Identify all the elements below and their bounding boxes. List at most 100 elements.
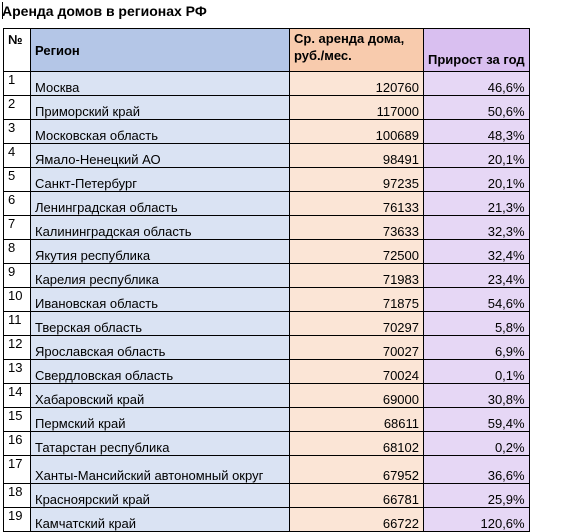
region-cell[interactable]: Камчатский край [30,507,290,532]
rent-cell[interactable]: 66781 [289,483,424,508]
table-row: 8 Якутия республика 72500 32,4% [3,239,530,264]
rent-cell[interactable]: 68611 [289,407,424,432]
growth-cell[interactable]: 36,6% [423,455,530,484]
region-cell[interactable]: Ленинградская область [30,191,290,216]
growth-cell[interactable]: 0,1% [423,359,530,384]
growth-cell[interactable]: 120,6% [423,507,530,532]
header-region[interactable]: Регион [30,28,290,72]
growth-cell[interactable]: 32,3% [423,215,530,240]
region-cell[interactable]: Ханты-Мансийский автономный округ [30,455,290,484]
growth-cell[interactable]: 6,9% [423,335,530,360]
header-row: № Регион Ср. аренда дома, руб./мес. Прир… [3,28,530,72]
region-cell[interactable]: Карелия республика [30,263,290,288]
row-num-cell[interactable]: 4 [3,143,31,168]
rent-cell[interactable]: 117000 [289,95,424,120]
growth-cell[interactable]: 20,1% [423,167,530,192]
rent-cell[interactable]: 100689 [289,119,424,144]
growth-cell[interactable]: 25,9% [423,483,530,508]
rent-cell[interactable]: 67952 [289,455,424,484]
region-cell[interactable]: Ямало-Ненецкий АО [30,143,290,168]
rent-cell[interactable]: 97235 [289,167,424,192]
rent-cell[interactable]: 70024 [289,359,424,384]
header-num[interactable]: № [3,28,31,72]
table-row: 10 Ивановская область 71875 54,6% [3,287,530,312]
rent-cell[interactable]: 71875 [289,287,424,312]
row-num-cell[interactable]: 12 [3,335,31,360]
growth-cell[interactable]: 20,1% [423,143,530,168]
region-cell[interactable]: Пермский край [30,407,290,432]
table-row: 2 Приморский край 117000 50,6% [3,95,530,120]
growth-cell[interactable]: 23,4% [423,263,530,288]
row-num-cell[interactable]: 6 [3,191,31,216]
region-cell[interactable]: Татарстан республика [30,431,290,456]
region-cell[interactable]: Свердловская область [30,359,290,384]
table-row: 4 Ямало-Ненецкий АО 98491 20,1% [3,143,530,168]
table-row: 13 Свердловская область 70024 0,1% [3,359,530,384]
growth-cell[interactable]: 21,3% [423,191,530,216]
rent-cell[interactable]: 66722 [289,507,424,532]
row-num-cell[interactable]: 15 [3,407,31,432]
region-cell[interactable]: Приморский край [30,95,290,120]
region-cell[interactable]: Санкт-Петербург [30,167,290,192]
rent-cell[interactable]: 68102 [289,431,424,456]
row-num-cell[interactable]: 17 [3,455,31,484]
region-cell[interactable]: Тверская область [30,311,290,336]
region-cell[interactable]: Ивановская область [30,287,290,312]
table-row: 19 Камчатский край 66722 120,6% [3,507,530,532]
row-num-cell[interactable]: 1 [3,71,31,96]
header-growth[interactable]: Прирост за год [423,28,530,72]
region-cell[interactable]: Московская область [30,119,290,144]
region-cell[interactable]: Хабаровский край [30,383,290,408]
growth-cell[interactable]: 30,8% [423,383,530,408]
row-num-cell[interactable]: 16 [3,431,31,456]
rent-cell[interactable]: 71983 [289,263,424,288]
table-row: 11 Тверская область 70297 5,8% [3,311,530,336]
region-cell[interactable]: Москва [30,71,290,96]
table-row: 16 Татарстан республика 68102 0,2% [3,431,530,456]
row-num-cell[interactable]: 2 [3,95,31,120]
table-row: 6 Ленинградская область 76133 21,3% [3,191,530,216]
row-num-cell[interactable]: 19 [3,507,31,532]
row-num-cell[interactable]: 7 [3,215,31,240]
growth-cell[interactable]: 0,2% [423,431,530,456]
table-row: 17 Ханты-Мансийский автономный округ 67952… [3,455,530,484]
header-rent[interactable]: Ср. аренда дома, руб./мес. [289,28,424,72]
rent-cell[interactable]: 70297 [289,311,424,336]
row-num-cell[interactable]: 18 [3,483,31,508]
table-row: 3 Московская область 100689 48,3% [3,119,530,144]
growth-cell[interactable]: 46,6% [423,71,530,96]
table-row: 7 Калининградская область 73633 32,3% [3,215,530,240]
rent-cell[interactable]: 70027 [289,335,424,360]
table-row: 15 Пермский край 68611 59,4% [3,407,530,432]
table-body: № Регион Ср. аренда дома, руб./мес. Прир… [3,28,530,532]
region-cell[interactable]: Калининградская область [30,215,290,240]
row-num-cell[interactable]: 3 [3,119,31,144]
region-cell[interactable]: Ярославская область [30,335,290,360]
growth-cell[interactable]: 32,4% [423,239,530,264]
table-row: 12 Ярославская область 70027 6,9% [3,335,530,360]
rent-cell[interactable]: 73633 [289,215,424,240]
region-cell[interactable]: Якутия республика [30,239,290,264]
rent-cell[interactable]: 120760 [289,71,424,96]
growth-cell[interactable]: 5,8% [423,311,530,336]
sheet-title: Аренда домов в регионах РФ [2,3,207,19]
rent-cell[interactable]: 72500 [289,239,424,264]
rent-cell[interactable]: 69000 [289,383,424,408]
row-num-cell[interactable]: 11 [3,311,31,336]
row-num-cell[interactable]: 9 [3,263,31,288]
text-cursor [2,2,3,19]
growth-cell[interactable]: 50,6% [423,95,530,120]
row-num-cell[interactable]: 13 [3,359,31,384]
table-row: 18 Красноярский край 66781 25,9% [3,483,530,508]
rent-cell[interactable]: 76133 [289,191,424,216]
growth-cell[interactable]: 54,6% [423,287,530,312]
rent-table: № Регион Ср. аренда дома, руб./мес. Прир… [3,28,530,532]
row-num-cell[interactable]: 5 [3,167,31,192]
region-cell[interactable]: Красноярский край [30,483,290,508]
rent-cell[interactable]: 98491 [289,143,424,168]
growth-cell[interactable]: 59,4% [423,407,530,432]
row-num-cell[interactable]: 14 [3,383,31,408]
row-num-cell[interactable]: 10 [3,287,31,312]
row-num-cell[interactable]: 8 [3,239,31,264]
growth-cell[interactable]: 48,3% [423,119,530,144]
